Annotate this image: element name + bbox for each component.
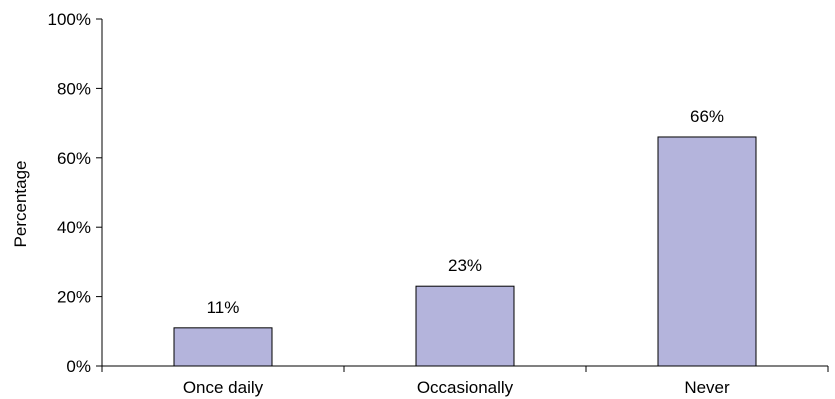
y-tick-label: 60%: [57, 149, 91, 168]
x-axis-tick-labels: Once daily Occasionally Never: [183, 378, 730, 397]
data-labels: 11% 23% 66%: [207, 107, 724, 317]
x-tick-label: Once daily: [183, 378, 264, 397]
data-label: 23%: [448, 256, 482, 275]
y-axis-label: Percentage: [11, 161, 30, 248]
y-tick-label: 40%: [57, 218, 91, 237]
data-label: 11%: [207, 298, 240, 317]
x-tick-label: Occasionally: [417, 378, 514, 397]
y-tick-label: 20%: [57, 288, 91, 307]
bars: [173, 136, 757, 367]
bar-occasionally: [415, 285, 515, 367]
y-tick-label: 80%: [57, 79, 91, 98]
x-axis-ticks: [101, 366, 829, 372]
y-tick-label: 100%: [48, 10, 91, 29]
y-tick-label: 0%: [66, 357, 91, 376]
y-axis-ticks: 0% 20% 40% 60% 80% 100%: [48, 10, 102, 376]
data-label: 66%: [690, 107, 724, 126]
bar-never: [657, 136, 757, 367]
x-tick-label: Never: [684, 378, 730, 397]
bar-once-daily: [173, 327, 273, 367]
